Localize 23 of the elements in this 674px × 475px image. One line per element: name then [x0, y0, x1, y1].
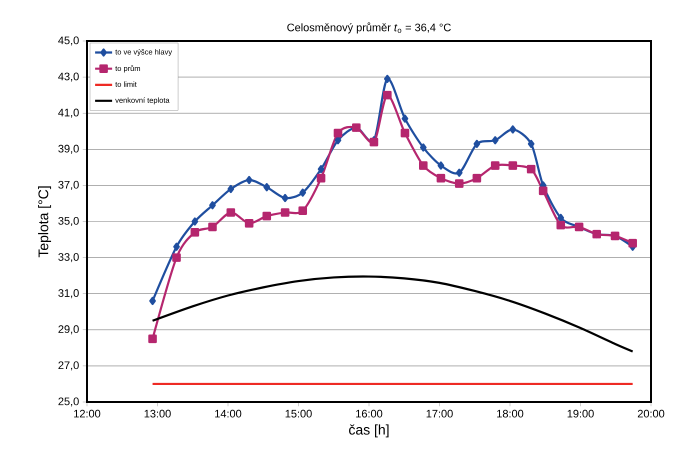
x-tick-label: 14:00	[215, 410, 242, 418]
y-tick-label: 37,0	[58, 180, 79, 190]
y-tick-label: 29,0	[58, 325, 79, 334]
y-tick-label: 25,0	[58, 397, 79, 407]
chart-title: Celosměnový průměr t$_{o}$ = 36,4 °C	[287, 22, 451, 34]
y-tick-label: 31,0	[58, 289, 79, 298]
y-tick-label: 33,0	[58, 253, 79, 262]
y-tick-label: 43,0	[58, 72, 79, 82]
x-tick-label: 12:00	[74, 410, 100, 418]
x-tick-label: 19:00	[568, 410, 594, 418]
y-axis-title: Teplota [°C]	[38, 186, 52, 258]
x-tick-label: 15:00	[286, 410, 312, 418]
y-tick-label: 35,0	[58, 216, 79, 226]
y-tick-label: 41,0	[58, 108, 79, 118]
y-tick-label: 39,0	[58, 144, 79, 154]
x-tick-label: 17:00	[426, 410, 453, 418]
x-tick-label: 16:00	[356, 410, 382, 418]
x-axis-title: čas [h]	[349, 424, 389, 438]
x-tick-label: 13:00	[144, 410, 171, 418]
x-tick-label: 20:00	[638, 410, 664, 418]
y-tick-label: 27,0	[58, 361, 79, 370]
y-tick-label: 45,0	[58, 36, 79, 46]
x-tick-label: 18:00	[497, 410, 524, 418]
